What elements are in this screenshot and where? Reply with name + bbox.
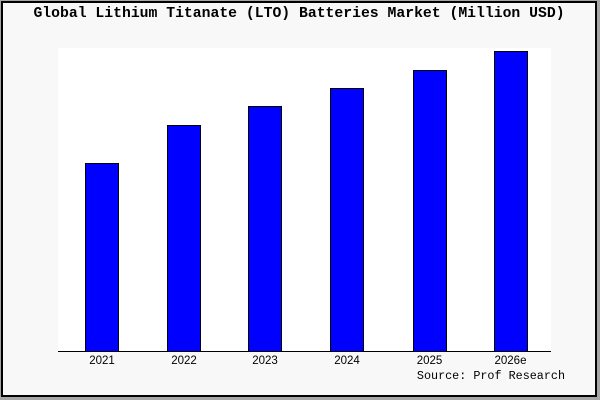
- x-tick-label-2023: 2023: [252, 355, 278, 367]
- x-tick-label-2026e: 2026e: [494, 355, 527, 367]
- x-tick-label-2024: 2024: [334, 355, 360, 367]
- bar-2024: [330, 87, 364, 351]
- chart-title: Global Lithium Titanate (LTO) Batteries …: [33, 6, 565, 22]
- bar-2025: [412, 69, 447, 351]
- x-tick-label-2021: 2021: [89, 355, 115, 367]
- bar-2021: [85, 162, 119, 351]
- bar-2023: [248, 106, 282, 351]
- bar-2022: [167, 125, 201, 351]
- x-tick-label-2025: 2025: [416, 355, 443, 367]
- bar-2026e: [493, 50, 528, 351]
- plot-area: [58, 48, 551, 352]
- source-label: Source: Prof Research: [416, 369, 565, 383]
- x-tick-label-2022: 2022: [171, 355, 197, 367]
